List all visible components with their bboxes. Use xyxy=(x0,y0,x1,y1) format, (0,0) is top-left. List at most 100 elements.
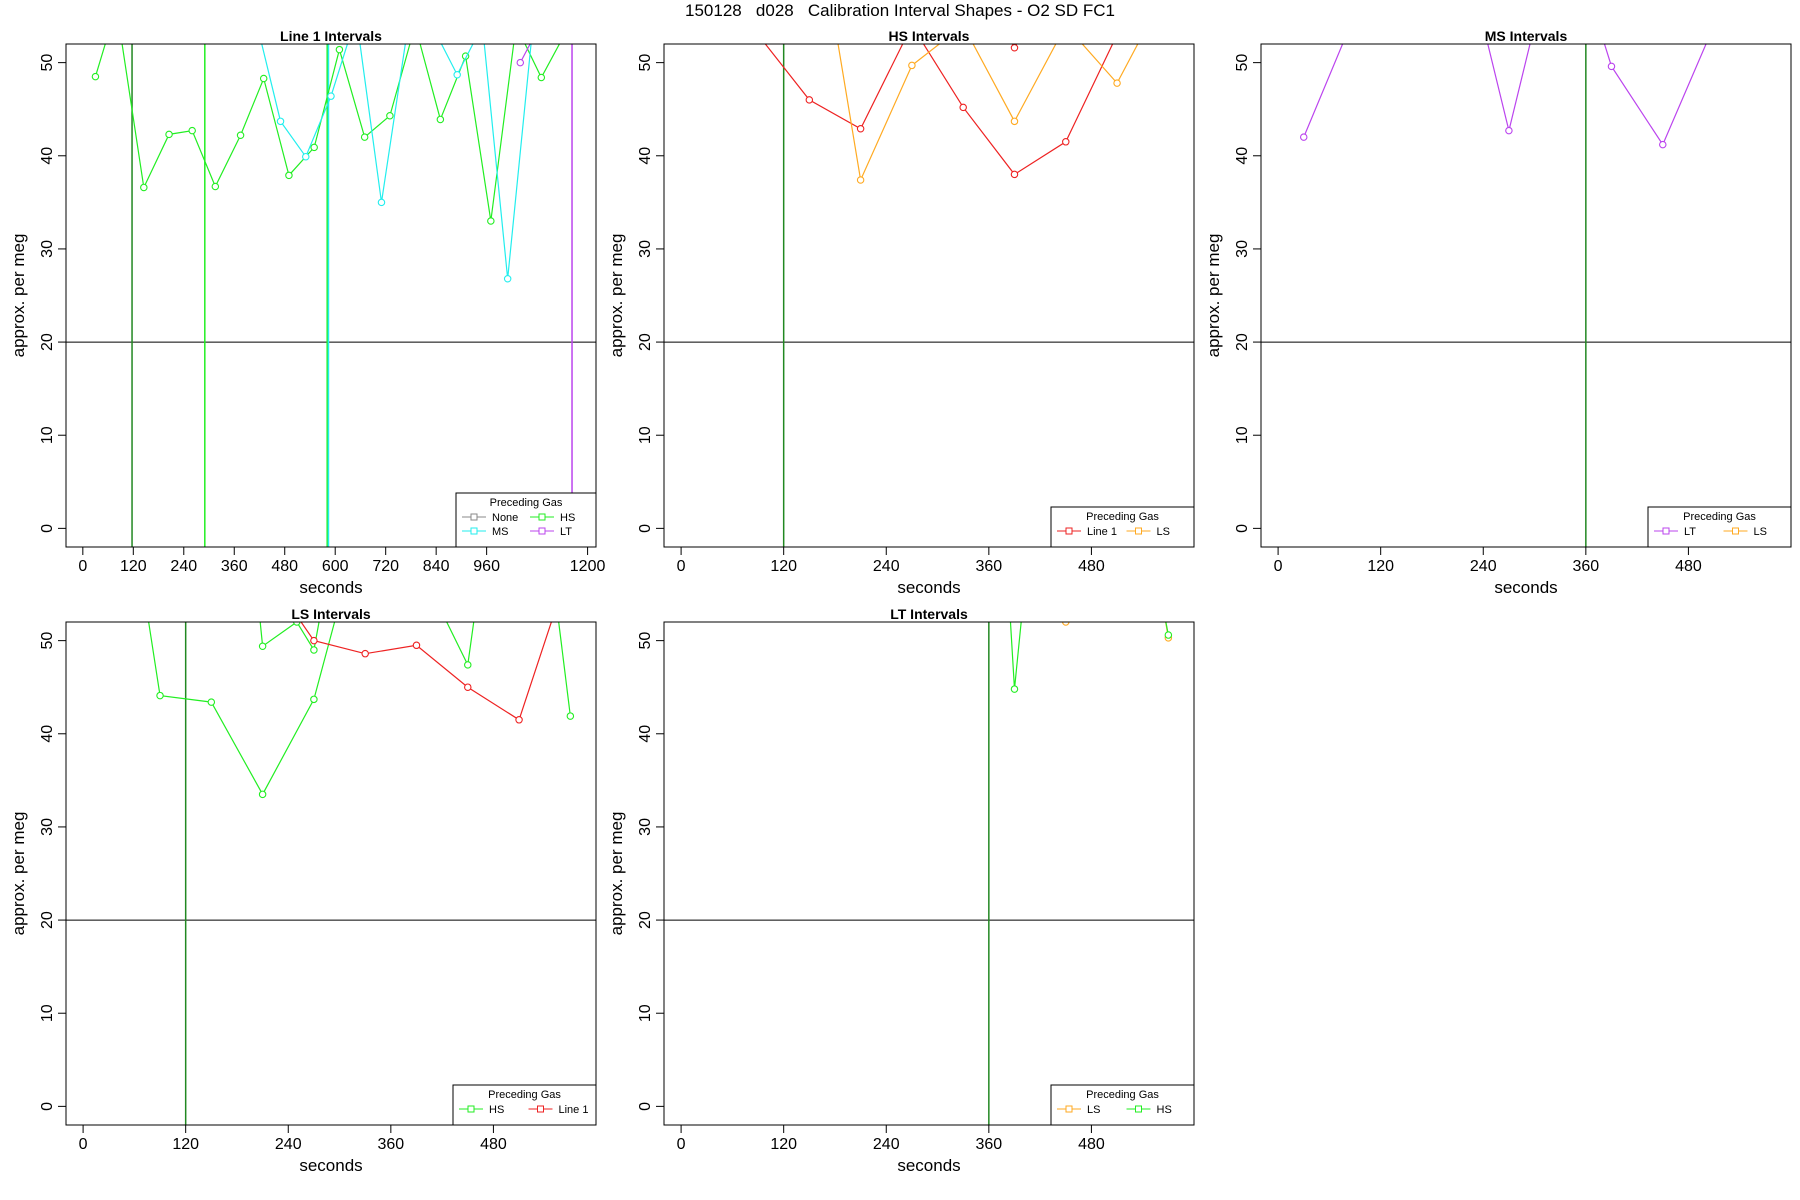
plot-frame xyxy=(663,621,1195,1126)
data-point xyxy=(530,22,536,28)
x-tick-label: 120 xyxy=(172,1136,199,1153)
data-point xyxy=(144,609,150,615)
y-tick-label: 10 xyxy=(637,426,654,444)
data-point xyxy=(464,683,472,691)
y-tick-label: 10 xyxy=(1234,426,1251,444)
data-point xyxy=(188,126,196,135)
legend-entry-label: HS xyxy=(560,512,575,524)
data-point xyxy=(310,636,318,645)
x-tick-label: 600 xyxy=(322,558,349,575)
legend-entry-label: Line 1 xyxy=(559,1104,589,1116)
series-line-hs xyxy=(1009,622,1022,690)
x-tick-label: 240 xyxy=(1470,558,1497,575)
legend-swatch-marker xyxy=(1732,527,1739,535)
data-point xyxy=(473,600,479,606)
series-line-hs xyxy=(148,622,336,796)
data-point xyxy=(1607,62,1616,71)
data-point xyxy=(1024,22,1030,28)
legend-box xyxy=(1050,1084,1195,1126)
y-tick-label: 20 xyxy=(637,911,654,929)
data-point xyxy=(908,61,916,70)
y-axis-label: approx. per meg xyxy=(9,234,28,358)
data-point xyxy=(998,22,1004,28)
legend: Preceding Gas Line 1 LS xyxy=(1050,506,1195,548)
legend-box xyxy=(1050,506,1195,548)
data-point xyxy=(293,622,301,626)
legend-entry-label: LT xyxy=(1684,526,1696,538)
series-line-line-1 xyxy=(764,44,1114,176)
plot-frame xyxy=(65,43,597,548)
x-tick-label: 0 xyxy=(79,1136,88,1153)
legend-swatch-marker xyxy=(537,1105,544,1113)
x-tick-label: 0 xyxy=(78,558,87,575)
series-line-ms xyxy=(261,44,532,279)
data-point xyxy=(377,198,386,207)
y-tick-label: 20 xyxy=(1234,333,1251,351)
data-point xyxy=(258,642,267,650)
x-axis-label: seconds xyxy=(299,1156,362,1175)
data-point xyxy=(1595,22,1601,28)
series-line-lt xyxy=(519,44,531,63)
x-tick-label: 120 xyxy=(120,558,147,575)
series-line-hs xyxy=(94,44,561,222)
y-tick-label: 30 xyxy=(39,818,56,836)
data-point xyxy=(1343,31,1349,37)
data-point xyxy=(464,661,472,669)
series-line-hs xyxy=(1165,622,1169,636)
y-axis-label: approx. per meg xyxy=(1204,234,1223,358)
y-tick-label: 10 xyxy=(39,426,56,444)
x-axis-label: seconds xyxy=(299,578,362,597)
data-point xyxy=(1010,685,1019,693)
legend-title: Preceding Gas xyxy=(1086,1089,1159,1101)
data-point xyxy=(255,600,261,606)
data-point xyxy=(310,143,318,152)
legend-entry-label: None xyxy=(492,512,518,524)
legend-title: Preceding Gas xyxy=(1086,511,1159,523)
y-tick-label: 50 xyxy=(1234,54,1251,72)
legend-swatch-marker xyxy=(470,513,478,521)
y-tick-label: 0 xyxy=(39,524,56,533)
data-point xyxy=(1711,22,1717,28)
data-point xyxy=(856,176,865,184)
data-point xyxy=(327,92,335,100)
data-point xyxy=(532,31,538,37)
data-point xyxy=(207,698,216,706)
legend-swatch-marker xyxy=(467,1105,475,1113)
plot-frame xyxy=(663,43,1195,548)
series-line-hs xyxy=(558,622,571,717)
y-tick-label: 20 xyxy=(39,911,56,929)
panel-title: LT Intervals xyxy=(890,606,968,622)
plot-area xyxy=(66,22,596,547)
legend-box xyxy=(1647,506,1792,548)
data-point xyxy=(140,183,148,192)
legend-entry-label: LS xyxy=(1754,526,1767,538)
data-point xyxy=(439,609,445,615)
plot-area xyxy=(664,622,1194,1125)
panel-5: LT Intervals seconds approx. per meg 0 120 24… xyxy=(607,606,1195,1175)
data-point xyxy=(117,31,123,37)
x-tick-label: 480 xyxy=(1078,1136,1105,1153)
data-point xyxy=(302,152,310,161)
panel-title: HS Intervals xyxy=(889,28,970,44)
data-point xyxy=(386,111,394,120)
x-tick-label: 360 xyxy=(1572,558,1599,575)
y-tick-label: 40 xyxy=(637,725,654,743)
legend-entry-label: LS xyxy=(1087,1104,1100,1116)
data-point xyxy=(554,600,560,606)
plot-frame xyxy=(1260,43,1792,548)
data-point xyxy=(276,117,285,126)
x-tick-label: 360 xyxy=(975,558,1002,575)
x-tick-label: 480 xyxy=(480,1136,507,1153)
legend-title: Preceding Gas xyxy=(490,497,563,509)
plot-area xyxy=(66,600,596,1125)
y-tick-label: 0 xyxy=(637,524,654,533)
y-axis-label: approx. per meg xyxy=(9,812,28,936)
data-point xyxy=(537,73,546,82)
legend-swatch-marker xyxy=(1065,1105,1073,1113)
data-point xyxy=(165,130,173,139)
data-point xyxy=(1114,31,1120,37)
data-point xyxy=(412,641,421,650)
y-tick-label: 30 xyxy=(637,240,654,258)
legend-entry-label: LS xyxy=(1157,526,1170,538)
